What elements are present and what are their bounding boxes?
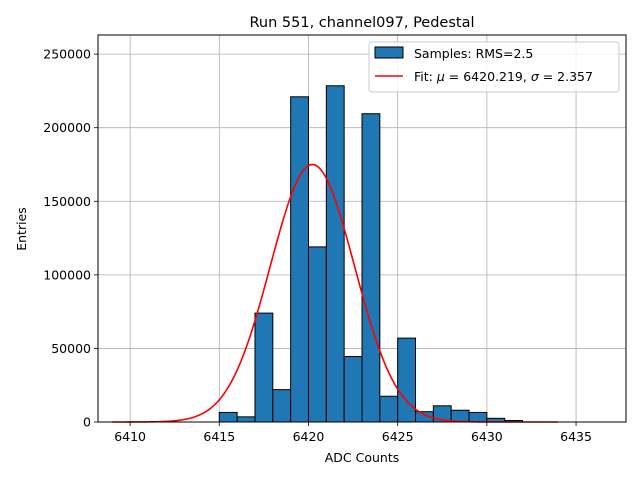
histogram-bar <box>272 389 292 423</box>
y-axis-ticks: 0 50000 100000 150000 200000 250000 <box>43 47 98 430</box>
x-tick-label: 6420 <box>293 429 325 444</box>
x-tick-label: 6430 <box>471 429 503 444</box>
legend-histogram-label: Samples: RMS=2.5 <box>414 46 533 61</box>
x-tick-label: 6425 <box>382 429 414 444</box>
x-tick-label: 6435 <box>560 429 592 444</box>
legend-fit-label: Fit: μ = 6420.219, σ = 2.357 <box>414 69 593 84</box>
histogram-bars <box>218 85 524 423</box>
legend-fit-sigma-value: = 2.357 <box>539 69 593 84</box>
y-tick-label: 50000 <box>51 341 91 356</box>
histogram-bar <box>307 246 327 423</box>
y-tick-label: 250000 <box>43 47 91 62</box>
y-axis-label: Entries <box>14 207 29 251</box>
histogram-bar <box>218 411 238 423</box>
x-axis-label: ADC Counts <box>325 450 400 465</box>
histogram-bar <box>397 337 417 423</box>
histogram-bar <box>290 96 309 423</box>
legend-fit-prefix: Fit: <box>414 69 437 84</box>
histogram-bar <box>361 113 381 423</box>
histogram-bar <box>450 409 470 423</box>
legend-fit-mu-value: = 6420.219, <box>445 69 531 84</box>
y-tick-label: 150000 <box>43 194 91 209</box>
x-tick-label: 6410 <box>114 429 146 444</box>
legend: Samples: RMS=2.5 Fit: μ = 6420.219, σ = … <box>368 41 620 93</box>
legend-frame <box>368 41 620 93</box>
y-tick-label: 200000 <box>43 120 91 135</box>
x-tick-label: 6415 <box>203 429 235 444</box>
histogram-bar <box>468 411 488 423</box>
y-tick-label: 0 <box>83 415 91 430</box>
histogram-bar <box>236 416 256 423</box>
legend-fit-sigma-symbol: σ <box>531 69 540 84</box>
chart-title: Run 551, channel097, Pedestal <box>249 15 474 31</box>
plot-frame <box>97 34 627 423</box>
y-tick-label: 100000 <box>43 267 91 282</box>
histogram-bar <box>379 395 399 423</box>
legend-histogram-swatch <box>374 46 404 59</box>
histogram-bar <box>254 312 274 423</box>
histogram-bar <box>325 85 345 423</box>
histogram-bar <box>343 356 363 423</box>
legend-fit-mu-symbol: μ <box>436 69 445 84</box>
x-axis-ticks: 6410 6415 6420 6425 6430 6435 <box>114 422 592 444</box>
